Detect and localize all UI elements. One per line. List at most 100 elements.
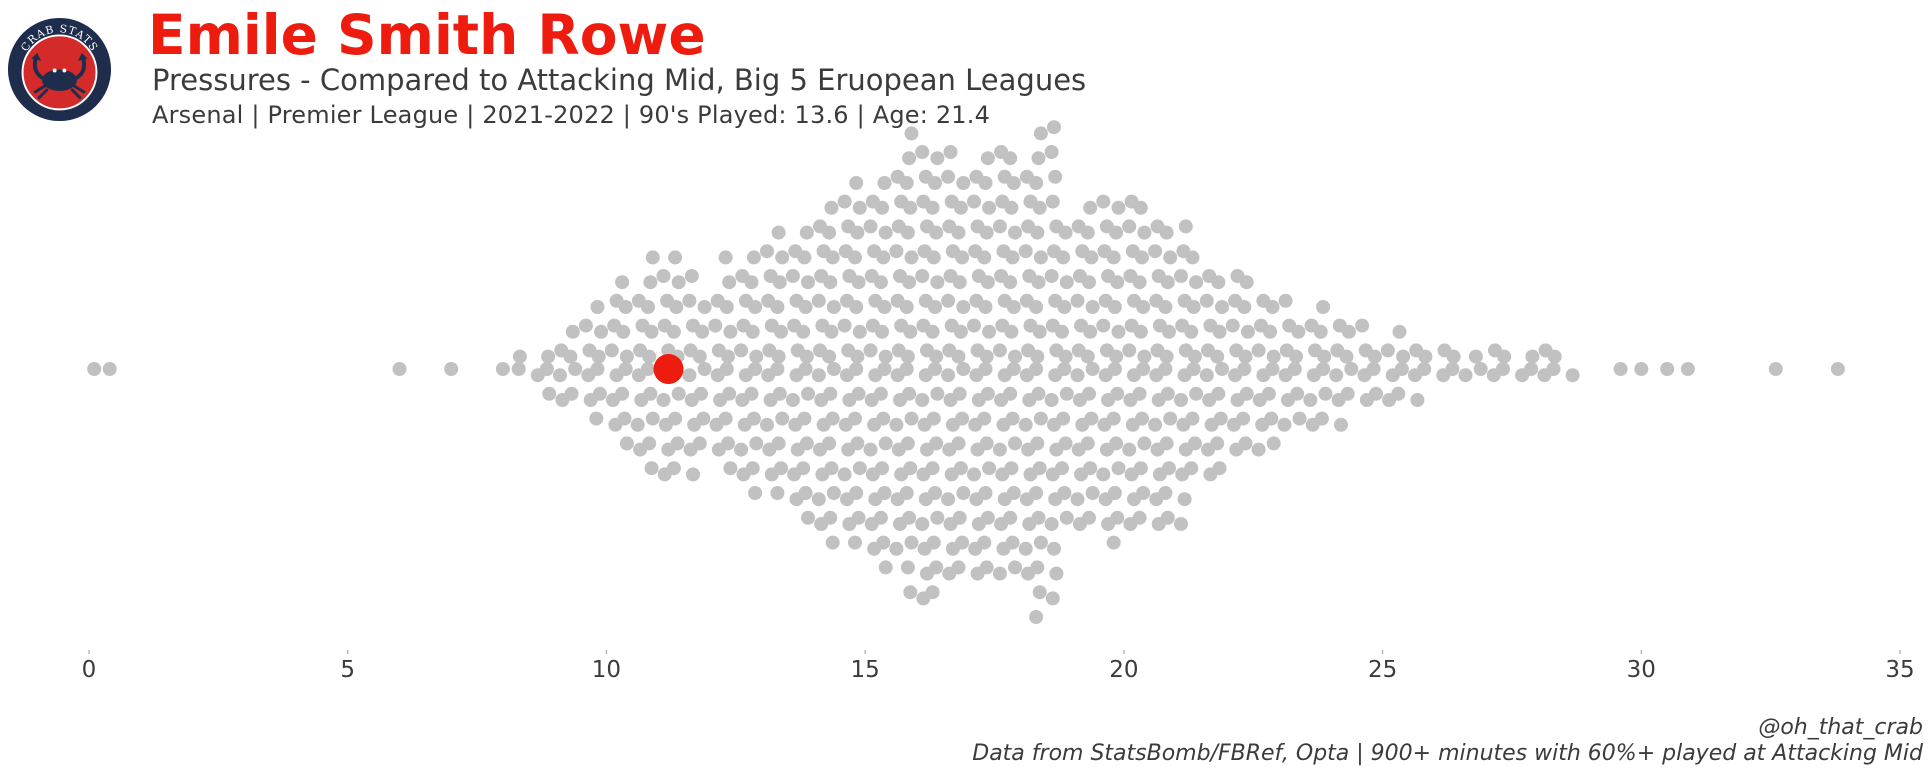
- data-point: [1184, 461, 1199, 476]
- data-point: [1613, 362, 1628, 376]
- data-point: [1031, 386, 1046, 401]
- data-point: [694, 386, 708, 401]
- data-point: [837, 467, 852, 482]
- data-point: [1212, 461, 1227, 476]
- data-point: [589, 411, 604, 426]
- data-point: [1158, 486, 1173, 500]
- data-point: [1163, 411, 1178, 426]
- data-point: [903, 461, 918, 476]
- data-point: [1048, 169, 1063, 184]
- data-point: [1768, 362, 1783, 376]
- data-point: [722, 386, 737, 401]
- data-point: [1446, 349, 1461, 364]
- data-point: [1004, 461, 1019, 476]
- data-point: [811, 368, 826, 383]
- data-point: [982, 461, 997, 476]
- data-point: [978, 176, 993, 190]
- data-point: [775, 411, 790, 426]
- data-point: [889, 541, 904, 556]
- data-point: [1210, 349, 1225, 364]
- data-point: [1239, 386, 1254, 401]
- data-point: [977, 535, 992, 550]
- data-point: [1008, 560, 1022, 575]
- data-point: [799, 225, 814, 240]
- data-point: [801, 386, 815, 401]
- data-point: [1085, 486, 1100, 500]
- data-point: [926, 250, 941, 265]
- data-point: [1058, 436, 1073, 451]
- data-point: [1278, 293, 1293, 308]
- x-tick-label: 5: [340, 657, 355, 683]
- data-point: [851, 275, 866, 290]
- data-point: [1136, 300, 1151, 314]
- data-point: [666, 324, 681, 339]
- data-point: [1215, 300, 1229, 314]
- data-point: [708, 318, 723, 333]
- data-point: [930, 510, 945, 525]
- data-point: [1110, 386, 1125, 401]
- data-point: [873, 275, 888, 290]
- data-point: [1264, 411, 1279, 426]
- data-point: [1369, 386, 1383, 401]
- data-point: [797, 250, 812, 265]
- data-point: [926, 411, 941, 426]
- data-point: [444, 362, 459, 376]
- data-point: [1056, 411, 1071, 426]
- chart-subtitle: Pressures - Compared to Attacking Mid, B…: [152, 63, 1087, 97]
- data-point: [1392, 324, 1407, 339]
- data-point: [553, 368, 567, 383]
- data-point: [749, 349, 764, 364]
- data-point: [951, 560, 966, 575]
- data-point: [1189, 275, 1204, 290]
- data-point: [900, 225, 915, 240]
- data-point: [925, 461, 940, 476]
- data-point: [744, 386, 759, 401]
- data-point: [1340, 386, 1355, 401]
- data-point: [1033, 250, 1048, 265]
- data-point: [770, 362, 785, 376]
- data-point: [1160, 510, 1175, 525]
- data-point: [1018, 417, 1033, 432]
- data-point: [1045, 591, 1060, 606]
- data-point: [619, 436, 634, 451]
- data-point: [980, 275, 995, 290]
- data-point: [564, 386, 579, 401]
- data-point: [1265, 362, 1280, 376]
- data-point: [1263, 324, 1278, 339]
- data-point: [977, 411, 992, 426]
- data-point: [682, 368, 697, 383]
- data-point: [1004, 200, 1019, 215]
- data-point: [915, 269, 930, 283]
- data-point: [837, 318, 852, 333]
- data-point: [849, 362, 864, 376]
- data-point: [1418, 349, 1433, 364]
- data-point: [1187, 349, 1202, 364]
- data-point: [1122, 442, 1137, 457]
- data-point: [1211, 386, 1226, 401]
- data-point: [956, 176, 971, 190]
- data-point: [1199, 293, 1214, 308]
- data-point: [1109, 436, 1124, 451]
- data-point: [928, 486, 942, 500]
- data-point: [1680, 362, 1695, 376]
- data-point: [801, 275, 815, 290]
- data-point: [1004, 324, 1019, 339]
- data-point: [967, 194, 981, 209]
- data-point: [594, 324, 609, 339]
- data-point: [955, 411, 970, 426]
- data-point: [1287, 362, 1302, 376]
- data-point: [1525, 349, 1540, 364]
- data-point: [1186, 300, 1201, 314]
- points-layer: [87, 120, 1845, 624]
- data-point: [630, 417, 645, 432]
- data-point: [1210, 436, 1225, 451]
- data-point: [721, 436, 735, 451]
- data-point: [979, 560, 994, 575]
- data-point: [1341, 324, 1356, 339]
- data-point: [1185, 411, 1200, 426]
- data-point: [822, 349, 837, 364]
- data-point: [1111, 461, 1126, 476]
- data-point: [877, 362, 892, 376]
- data-point: [967, 318, 981, 333]
- data-point: [1032, 200, 1047, 215]
